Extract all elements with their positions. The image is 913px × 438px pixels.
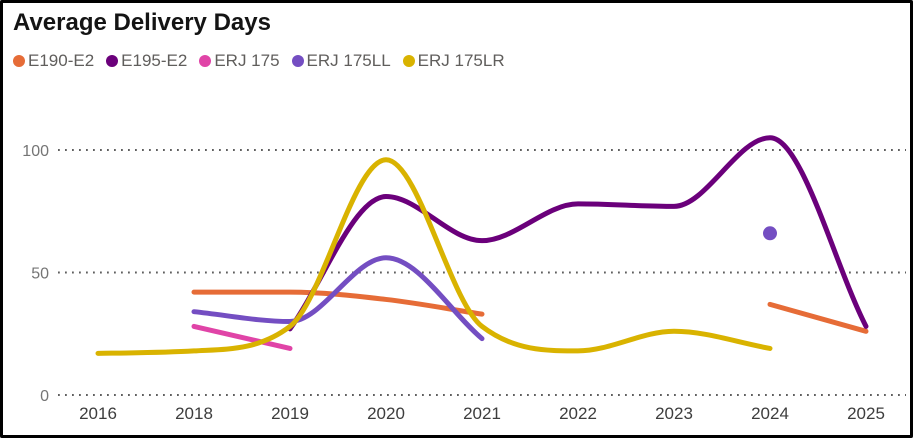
series-line-E195-E2[interactable] [287,135,869,332]
series-line-ERJ 175[interactable] [191,323,293,351]
legend-label: ERJ 175LR [417,51,505,70]
legend-item-E195-E2[interactable]: E195-E2 [106,51,187,71]
legend-label: E190-E2 [28,51,95,70]
y-axis-label-50: 50 [31,266,49,283]
y-axis-label-0: 0 [40,388,49,405]
x-axis-label-2020: 2020 [367,404,405,423]
legend-swatch-icon [199,55,212,67]
y-axis-label-100: 100 [22,143,49,160]
legend-swatch-icon [291,55,304,67]
legend-swatch-icon [13,55,25,67]
series-line-ERJ 175LL[interactable] [191,255,485,342]
x-axis-label-2023: 2023 [655,404,693,423]
series-line-E190-E2[interactable] [191,289,485,317]
legend-item-E190-E2[interactable]: E190-E2 [13,51,94,71]
x-axis-label-2024: 2024 [751,404,789,423]
legend-label: E195-E2 [121,51,188,70]
legend-swatch-icon [402,55,415,67]
legend-label: ERJ 175 [214,51,280,70]
series-line-ERJ 175LR[interactable] [95,157,773,356]
chart-title: Average Delivery Days [13,9,271,36]
chart-canvas: 0 50 100 2016 2018 2019 2020 2021 2022 2023 2024 20… [22,135,906,423]
legend-item-ERJ 175LR[interactable]: ERJ 175LR [402,51,505,71]
x-axis-label-2025: 2025 [847,404,885,423]
x-axis-label-2022: 2022 [559,404,597,423]
legend-label: ERJ 175LL [306,51,391,70]
chart-legend: E190-E2 E195-E2 ERJ 175 ERJ 175LL ERJ 175LR [13,51,505,71]
x-axis-label-2021: 2021 [463,404,501,423]
x-axis-label-2016: 2016 [79,404,117,423]
legend-item-ERJ 175LL[interactable]: ERJ 175LL [291,51,391,71]
x-axis-label-2019: 2019 [271,404,309,423]
legend-item-ERJ 175[interactable]: ERJ 175 [199,51,280,71]
series-point-ERJ 175LL[interactable] [763,226,777,241]
legend-swatch-icon [106,55,119,67]
series-line-E190-E2[interactable] [767,301,869,334]
x-axis-label-2018: 2018 [175,404,213,423]
